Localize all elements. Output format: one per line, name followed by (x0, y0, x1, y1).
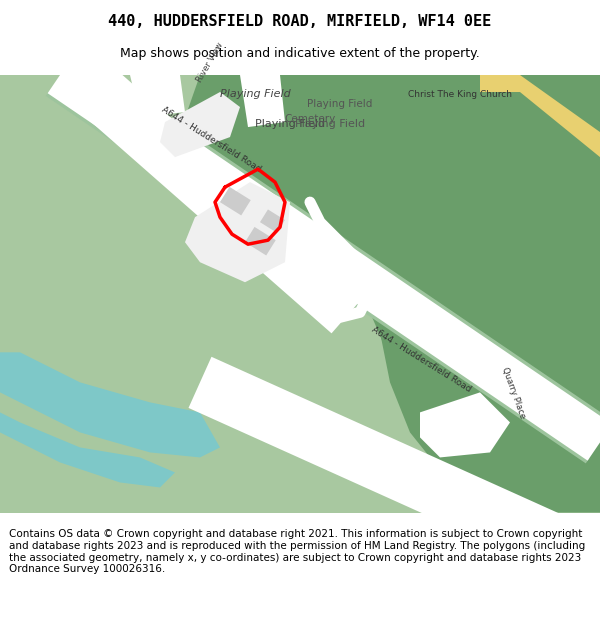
Text: 440, HUDDERSFIELD ROAD, MIRFIELD, WF14 0EE: 440, HUDDERSFIELD ROAD, MIRFIELD, WF14 0… (109, 14, 491, 29)
Bar (260, 209, 285, 232)
Text: Cemetery: Cemetery (284, 114, 335, 124)
Text: Map shows position and indicative extent of the property.: Map shows position and indicative extent… (120, 48, 480, 61)
Text: Christ The King Church: Christ The King Church (408, 90, 512, 99)
Text: Playing Field: Playing Field (220, 89, 290, 99)
Bar (245, 227, 276, 256)
Text: Quarry Place: Quarry Place (500, 366, 527, 419)
Bar (220, 187, 251, 216)
Text: A644 - Huddersfield Road: A644 - Huddersfield Road (160, 105, 263, 174)
Text: Playing Field: Playing Field (295, 119, 365, 129)
Text: Playing Field: Playing Field (255, 119, 325, 129)
Text: A644 - Huddersfield Road: A644 - Huddersfield Road (370, 326, 473, 394)
Text: Contains OS data © Crown copyright and database right 2021. This information is : Contains OS data © Crown copyright and d… (9, 529, 585, 574)
Text: Playing Field: Playing Field (307, 99, 373, 109)
Text: River View: River View (195, 41, 225, 84)
